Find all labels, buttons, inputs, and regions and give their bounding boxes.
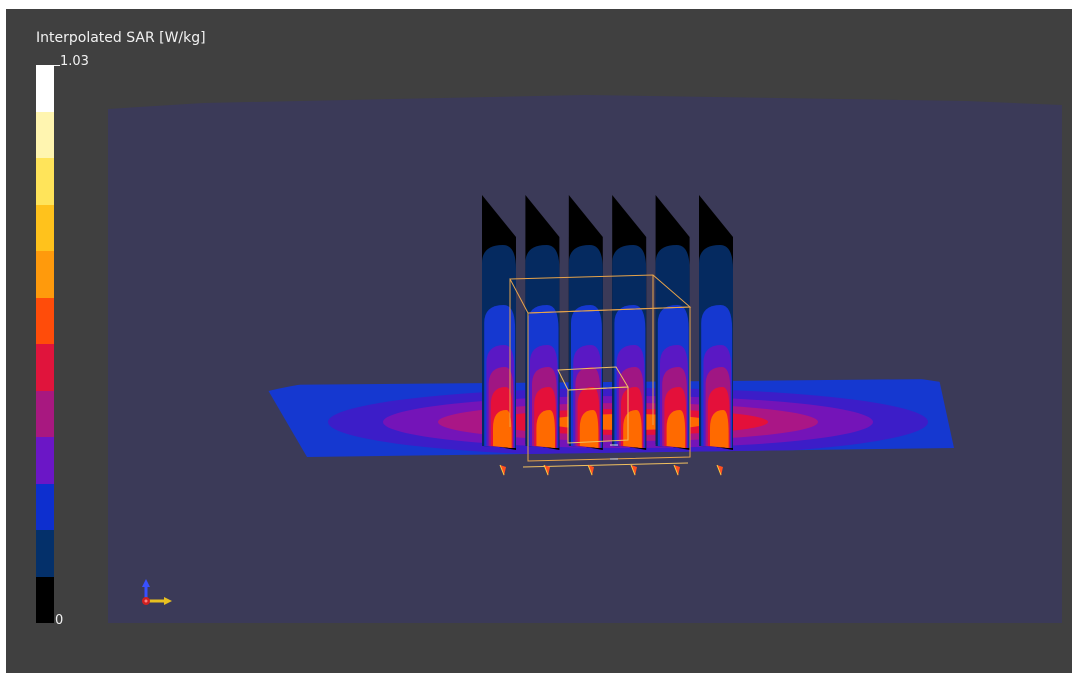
vertical-sar-slices — [482, 195, 733, 450]
vertical-slice — [482, 195, 516, 450]
colorbar-segment — [36, 390, 54, 437]
colorbar-segment — [36, 483, 54, 530]
colorbar-segment — [36, 158, 54, 205]
base-line — [522, 462, 689, 468]
colorbar-max-tick — [54, 65, 60, 66]
inner-box-front — [567, 386, 629, 444]
slice-band — [710, 410, 729, 448]
colorbar-segment — [36, 111, 54, 158]
slice-band — [623, 410, 642, 448]
colorbar-segment — [36, 344, 54, 391]
colorbar-segment — [36, 576, 54, 623]
wireframe-boxes — [509, 274, 692, 468]
sar-colorbar — [36, 65, 54, 623]
colorbar-max-label: 1.03 — [60, 54, 89, 69]
colorbar-min-label: 0 — [55, 613, 64, 628]
colorbar-segment — [36, 530, 54, 577]
outer-box-front — [527, 306, 691, 462]
colorbar-segment — [36, 204, 54, 251]
colorbar-segment — [36, 437, 54, 484]
slice-band — [579, 410, 599, 448]
xyz-axes-triad-icon — [142, 579, 172, 605]
colorbar-title: Interpolated SAR [W/kg] — [36, 30, 206, 46]
source-marker-stroke — [543, 464, 549, 476]
3d-scene[interactable] — [108, 95, 1062, 623]
sar-visualization-app: Interpolated SAR [W/kg] 1.03 0 — [6, 9, 1072, 673]
colorbar-segment — [36, 65, 54, 112]
3d-viewport[interactable] — [108, 95, 1062, 623]
source-marker-stroke — [716, 464, 722, 476]
slice-band — [666, 410, 686, 448]
source-marker-stroke — [673, 464, 679, 476]
vertical-slice — [612, 195, 647, 450]
vertical-slice — [568, 195, 603, 450]
colorbar-segment — [36, 251, 54, 298]
source-marker-stroke — [587, 464, 593, 476]
vertical-slice — [655, 195, 690, 450]
slice-band — [493, 410, 512, 448]
colorbar-segment — [36, 297, 54, 344]
slice-band — [536, 410, 555, 448]
scene-mini-labels — [610, 444, 618, 460]
vertical-slice — [699, 195, 733, 450]
source-marker-stroke — [630, 464, 636, 476]
source-markers — [499, 464, 723, 476]
source-marker-stroke — [499, 464, 505, 476]
vertical-slice — [525, 195, 560, 450]
